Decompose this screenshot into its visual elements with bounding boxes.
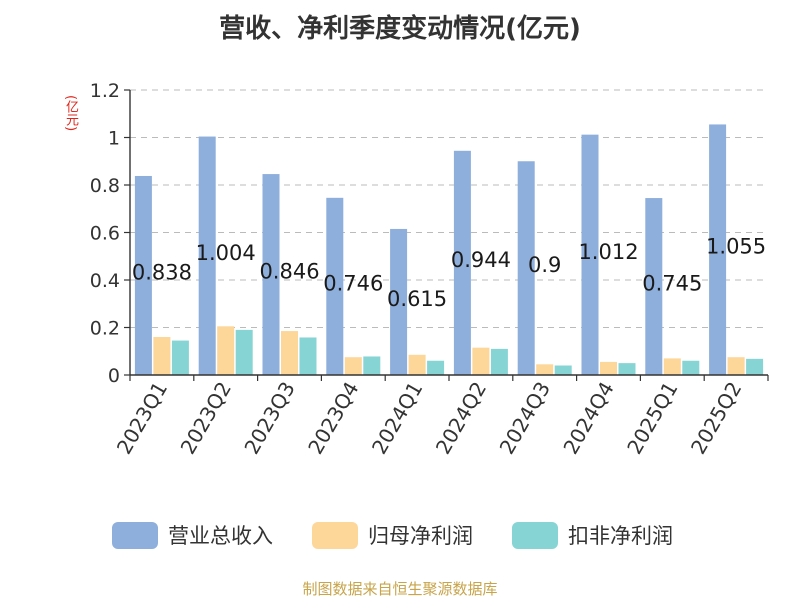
y-tick-label: 1.2 — [90, 80, 120, 102]
x-tick-label: 2024Q2 — [431, 378, 491, 459]
bar-2025Q1-0 — [645, 198, 663, 375]
bar-2023Q2-0 — [198, 136, 216, 375]
bar-2025Q1-2 — [682, 360, 700, 375]
x-tick-label: 2024Q1 — [367, 378, 427, 459]
bar-2024Q2-2 — [490, 348, 508, 375]
bar-2023Q1-1 — [153, 337, 171, 375]
bar-2024Q3-0 — [517, 161, 535, 375]
data-label: 0.944 — [451, 248, 511, 272]
legend-swatch — [512, 522, 558, 549]
y-unit-label: (亿元) — [63, 95, 78, 132]
bar-2024Q1-2 — [427, 360, 445, 375]
bar-2024Q2-0 — [453, 150, 471, 375]
x-tick-label: 2023Q1 — [112, 378, 172, 459]
bar-2023Q1-0 — [134, 175, 152, 375]
bar-2025Q2-1 — [727, 357, 745, 375]
bar-2025Q2-0 — [709, 124, 727, 375]
data-label: 0.838 — [132, 260, 192, 284]
bar-2024Q1-1 — [408, 354, 426, 375]
legend-swatch — [112, 522, 158, 549]
bar-2024Q4-0 — [581, 134, 599, 375]
legend[interactable]: 营业总收入 归母净利润 扣非净利润 — [112, 522, 673, 549]
legend-label: 扣非净利润 — [568, 524, 673, 548]
chart-title: 营收、净利季度变动情况(亿元) — [219, 14, 581, 44]
bar-2024Q1-0 — [390, 228, 408, 375]
x-tick-label: 2023Q4 — [303, 378, 363, 459]
bar-2024Q2-1 — [472, 347, 490, 375]
legend-item-2[interactable]: 扣非净利润 — [512, 522, 673, 549]
x-tick-label: 2025Q1 — [622, 378, 682, 459]
bar-2024Q4-1 — [600, 361, 617, 375]
data-label: 0.615 — [387, 287, 447, 311]
y-tick-label: 1 — [108, 128, 120, 150]
bar-2024Q4-2 — [618, 363, 636, 375]
source-note: 制图数据来自恒生聚源数据库 — [302, 580, 498, 598]
x-tick-label: 2023Q3 — [239, 378, 299, 459]
data-label: 0.745 — [642, 272, 702, 296]
bar-2023Q2-1 — [217, 326, 235, 375]
y-tick-label: 0.2 — [90, 318, 120, 340]
bar-2023Q3-0 — [262, 174, 280, 375]
bar-2023Q4-1 — [344, 357, 362, 375]
x-tick-label: 2024Q4 — [558, 378, 618, 459]
bar-2024Q3-1 — [536, 364, 554, 375]
y-tick-label: 0.4 — [90, 270, 120, 292]
bar-2023Q3-1 — [281, 331, 298, 375]
bar-2025Q1-1 — [663, 358, 681, 375]
x-tick-label: 2024Q3 — [495, 378, 555, 459]
y-tick-label: 0.6 — [90, 223, 120, 245]
data-label: 0.9 — [528, 253, 561, 277]
y-tick-label: 0 — [108, 365, 120, 387]
bar-2023Q3-2 — [299, 337, 317, 375]
bar-2023Q2-2 — [235, 329, 253, 375]
legend-item-1[interactable]: 归母净利润 — [312, 522, 473, 549]
bar-2023Q1-2 — [171, 340, 189, 375]
data-label: 1.004 — [196, 241, 256, 265]
bars — [134, 124, 764, 375]
bar-2023Q4-0 — [326, 197, 344, 375]
bar-2025Q2-2 — [746, 358, 764, 375]
legend-item-0[interactable]: 营业总收入 — [112, 522, 273, 549]
legend-label: 归母净利润 — [368, 524, 473, 548]
x-tick-label: 2025Q2 — [686, 378, 746, 459]
bar-2023Q4-2 — [363, 356, 381, 375]
legend-swatch — [312, 522, 358, 549]
legend-label: 营业总收入 — [168, 524, 273, 548]
data-label: 0.746 — [323, 271, 383, 295]
x-tick-label: 2023Q2 — [176, 378, 236, 459]
data-label: 1.055 — [706, 235, 766, 259]
data-label: 0.846 — [259, 260, 319, 284]
data-label: 1.012 — [578, 240, 638, 264]
y-tick-label: 0.8 — [90, 175, 120, 197]
bar-2024Q3-2 — [554, 365, 572, 375]
